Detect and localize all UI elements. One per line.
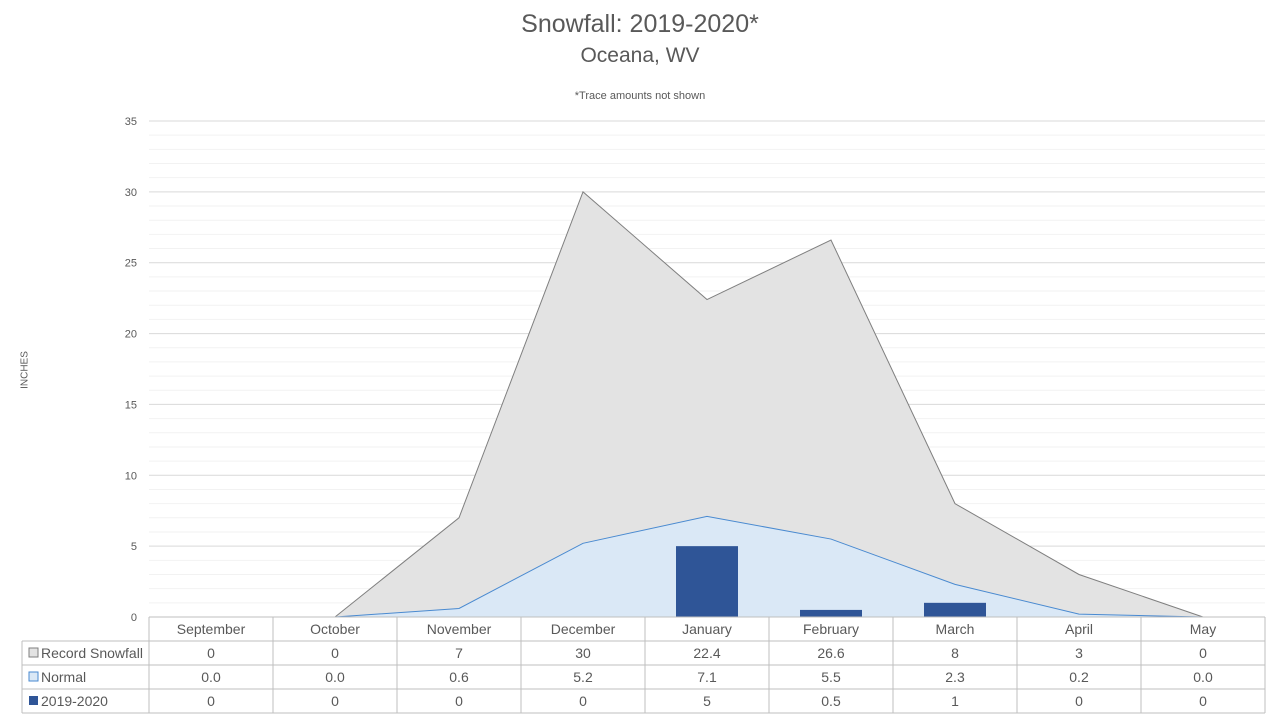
data-label: 8: [951, 645, 959, 661]
legend-swatch: [28, 647, 39, 658]
data-label: 0: [1075, 693, 1083, 709]
data-label: 5.2: [573, 669, 593, 685]
data-label: 2.3: [945, 669, 965, 685]
data-label: 0.0: [1193, 669, 1213, 685]
legend-label: 2019-2020: [41, 693, 108, 709]
data-label: 0.2: [1069, 669, 1089, 685]
bar-february: [800, 609, 862, 617]
legend-swatch: [28, 671, 39, 682]
data-label: 3: [1075, 645, 1083, 661]
data-label: 5.5: [821, 669, 841, 685]
x-tick-label: December: [551, 621, 616, 637]
x-tick-label: April: [1065, 621, 1093, 637]
chart-subtitle: Oceana, WV: [580, 44, 700, 67]
y-tick-label: 20: [125, 329, 137, 341]
data-label: 0: [579, 693, 587, 709]
data-label: 7: [455, 645, 463, 661]
data-label: 5: [703, 693, 711, 709]
data-label: 30: [575, 645, 591, 661]
area-record-snowfall: [335, 191, 1203, 617]
y-tick-label: 30: [125, 187, 137, 199]
bar-january: [676, 546, 738, 617]
data-label: 0: [1199, 645, 1207, 661]
y-tick-label: 0: [131, 612, 137, 624]
data-label: 0.0: [325, 669, 345, 685]
line-record-snowfall: [334, 191, 1204, 618]
data-label: 0: [1199, 693, 1207, 709]
legend-label: Record Snowfall: [41, 645, 143, 661]
x-tick-label: February: [803, 621, 859, 637]
data-label: 7.1: [697, 669, 717, 685]
x-tick-label: November: [427, 621, 492, 637]
x-tick-label: March: [936, 621, 975, 637]
data-label: 0: [331, 693, 339, 709]
legend-label: Normal: [41, 669, 86, 685]
data-label: 0: [207, 645, 215, 661]
data-label: 0: [207, 693, 215, 709]
y-tick-label: 15: [125, 399, 137, 411]
legend-swatch: [29, 696, 38, 705]
x-tick-label: September: [177, 621, 246, 637]
line-normal: [334, 515, 1204, 618]
bar-march: [924, 602, 986, 617]
data-label: 0: [331, 645, 339, 661]
data-label: 0: [455, 693, 463, 709]
y-tick-label: 25: [125, 258, 137, 270]
data-label: 1: [951, 693, 959, 709]
y-tick-label: 10: [125, 470, 137, 482]
x-tick-label: May: [1190, 621, 1216, 637]
data-label: 22.4: [693, 645, 720, 661]
chart-title: Snowfall: 2019-2020*: [521, 10, 759, 38]
y-tick-label: 5: [131, 541, 137, 553]
y-tick-label: 35: [125, 116, 137, 128]
data-label: 0.6: [449, 669, 469, 685]
data-label: 26.6: [817, 645, 844, 661]
chart-note: *Trace amounts not shown: [574, 90, 706, 102]
x-tick-label: January: [682, 621, 732, 637]
data-label: 0.0: [201, 669, 221, 685]
x-tick-label: October: [310, 621, 360, 637]
data-label: 0.5: [821, 693, 841, 709]
